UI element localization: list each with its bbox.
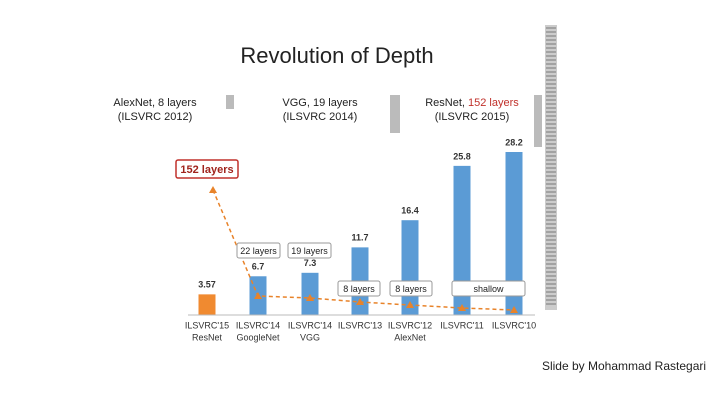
x-tick-label: ILSVRC'10 — [492, 320, 536, 330]
layer-box — [451, 280, 526, 297]
header-highlight: 152 layers — [468, 97, 519, 109]
x-tick-label: ILSVRC'13 — [338, 320, 382, 330]
value-label: 11.7 — [351, 233, 368, 243]
bar — [505, 152, 523, 315]
depth-marker — [458, 304, 466, 311]
header-note: (ILSVRC 2012) — [118, 111, 193, 123]
bar — [198, 294, 216, 315]
header-name: AlexNet, 8 layers — [113, 97, 197, 109]
header-name: VGG, 19 layers — [282, 97, 358, 109]
layer-label: 152 layers — [180, 164, 233, 176]
layer-box — [236, 242, 281, 259]
layer-label: 19 layers — [291, 246, 328, 256]
x-tick-label: ILSVRC'11 — [440, 320, 484, 330]
depth-marker — [356, 298, 364, 305]
depth-marker — [406, 301, 414, 308]
layer-box — [175, 159, 239, 179]
layer-box — [389, 280, 433, 297]
bar — [301, 272, 319, 315]
value-label: 6.7 — [252, 262, 265, 272]
x-tick-sublabel: VGG — [300, 332, 320, 342]
value-label: 3.57 — [198, 280, 216, 290]
slide-title: Revolution of Depth — [240, 43, 433, 68]
header-note: (ILSVRC 2015) — [435, 111, 510, 123]
depth-marker — [254, 292, 262, 299]
x-tick-sublabel: ResNet — [192, 332, 223, 342]
bar — [453, 165, 471, 315]
layer-label: 8 layers — [343, 284, 375, 294]
value-label: 7.3 — [304, 258, 317, 268]
layer-box — [337, 280, 381, 297]
layer-label: shallow — [473, 284, 504, 294]
value-label: 25.8 — [453, 151, 471, 161]
layer-label: 22 layers — [240, 246, 277, 256]
header-name: ResNet, 152 layers — [425, 97, 519, 109]
credit: Slide by Mohammad Rastegari — [542, 359, 706, 373]
header-name-text: AlexNet, 8 layers — [113, 97, 197, 109]
network-thumbnails — [226, 25, 557, 310]
x-tick-label: ILSVRC'14 — [236, 320, 280, 330]
x-tick-label: ILSVRC'12 — [388, 320, 432, 330]
depth-marker — [306, 294, 314, 301]
value-label: 16.4 — [401, 206, 419, 216]
header-name-text: VGG, 19 layers — [282, 97, 358, 109]
header-note: (ILSVRC 2014) — [283, 111, 358, 123]
layer-box — [287, 242, 332, 259]
alexnet-thumb — [226, 95, 234, 109]
bar — [401, 220, 419, 315]
depth-marker — [510, 306, 518, 313]
layer-label: 8 layers — [395, 284, 427, 294]
vgg-thumb — [390, 95, 400, 133]
x-tick-sublabel: GoogleNet — [236, 332, 280, 342]
resnet-thumb — [534, 95, 542, 147]
x-tick-label: ILSVRC'14 — [288, 320, 332, 330]
depth-marker — [209, 186, 217, 193]
x-tick-label: ILSVRC'15 — [185, 320, 229, 330]
x-tick-sublabel: AlexNet — [394, 332, 426, 342]
header-name-text: ResNet, — [425, 97, 468, 109]
value-label: 28.2 — [505, 137, 523, 147]
